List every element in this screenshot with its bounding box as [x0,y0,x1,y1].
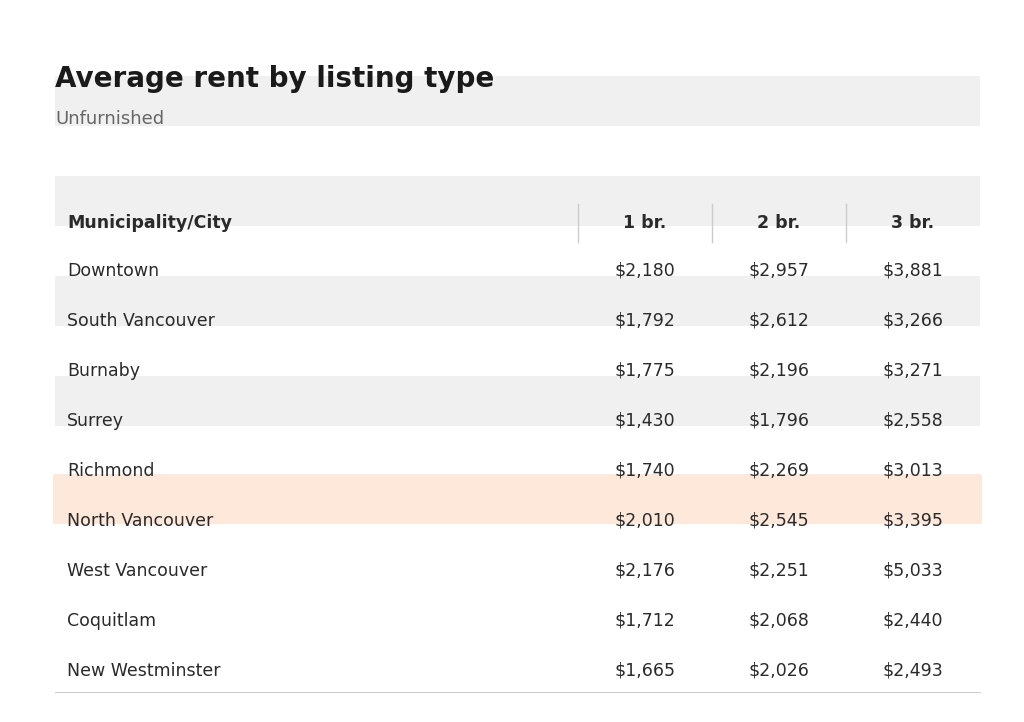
Text: South Vancouver: South Vancouver [67,312,215,330]
Text: North Vancouver: North Vancouver [67,512,213,530]
Text: $2,440: $2,440 [883,612,943,630]
Text: $2,251: $2,251 [749,562,809,580]
Text: $3,271: $3,271 [883,362,943,380]
Text: $3,013: $3,013 [883,462,943,480]
Text: Average rent by listing type: Average rent by listing type [55,65,495,93]
Text: Downtown: Downtown [67,262,159,280]
Text: $2,180: $2,180 [614,262,675,280]
Text: $2,176: $2,176 [614,562,675,580]
Text: Unfurnished: Unfurnished [55,110,164,128]
Text: $1,712: $1,712 [614,612,675,630]
Text: Surrey: Surrey [67,412,124,430]
Text: $1,430: $1,430 [614,412,675,430]
Text: $2,026: $2,026 [749,662,809,680]
Bar [55,176,980,226]
Text: Richmond: Richmond [67,462,155,480]
Text: $3,395: $3,395 [883,512,943,530]
Text: Burnaby: Burnaby [67,362,140,380]
Text: $1,796: $1,796 [749,412,809,430]
Text: Coquitlam: Coquitlam [67,612,156,630]
Text: $2,269: $2,269 [749,462,809,480]
Text: 3 br.: 3 br. [891,214,935,232]
Text: $2,068: $2,068 [749,612,809,630]
Text: West Vancouver: West Vancouver [67,562,207,580]
Bar [55,276,980,326]
Text: 1 br.: 1 br. [623,214,667,232]
Text: $3,266: $3,266 [883,312,943,330]
FancyBboxPatch shape [53,474,982,524]
Text: New Westminster: New Westminster [67,662,220,680]
Text: $1,792: $1,792 [614,312,675,330]
Text: $2,558: $2,558 [883,412,943,430]
Text: $2,493: $2,493 [883,662,943,680]
Text: $2,612: $2,612 [749,312,809,330]
Text: $5,033: $5,033 [883,562,943,580]
Bar [55,76,980,126]
Text: $2,196: $2,196 [749,362,809,380]
Text: $2,010: $2,010 [614,512,675,530]
Text: $1,740: $1,740 [614,462,675,480]
Text: Municipality/City: Municipality/City [67,214,232,232]
Text: $3,881: $3,881 [883,262,943,280]
Bar [55,376,980,426]
Text: $1,665: $1,665 [614,662,675,680]
Text: 2 br.: 2 br. [757,214,801,232]
Text: $2,545: $2,545 [749,512,809,530]
Text: $1,775: $1,775 [614,362,675,380]
Text: $2,957: $2,957 [749,262,809,280]
